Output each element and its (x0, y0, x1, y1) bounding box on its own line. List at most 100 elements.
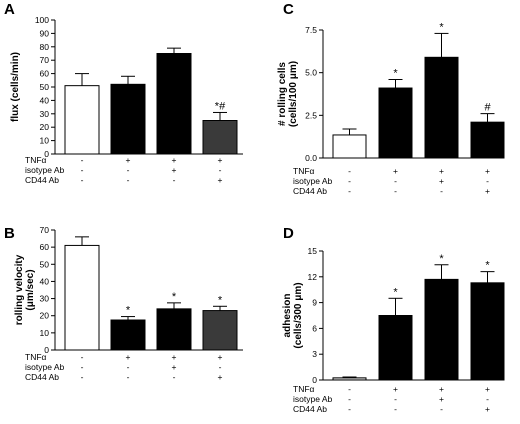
y-axis-label-line: adhesion (282, 294, 293, 338)
condition-label: TNFα (293, 384, 315, 394)
condition-mark: - (394, 186, 397, 196)
condition-mark: - (127, 372, 130, 382)
y-tick-label: 50 (40, 259, 50, 269)
condition-mark: - (81, 165, 84, 175)
condition-mark: - (81, 372, 84, 382)
significance-label: *# (215, 100, 226, 112)
y-axis-label: adhesion(cells/300 μm) (282, 282, 304, 348)
condition-mark: - (173, 175, 176, 185)
condition-mark: - (127, 175, 130, 185)
bar (110, 319, 146, 351)
y-tick-label: 0.0 (305, 153, 317, 163)
y-tick-label: 40 (40, 276, 50, 286)
y-axis-label-line: (cells/300 μm) (293, 282, 304, 348)
y-tick-label: 20 (40, 122, 50, 132)
significance-label: # (484, 102, 491, 114)
bar (110, 83, 146, 155)
y-tick-label: 60 (40, 242, 50, 252)
condition-label: TNFα (293, 166, 315, 176)
condition-mark: + (126, 155, 131, 165)
y-tick-label: 15 (308, 246, 318, 256)
y-axis-label-line: (cells/100 μm) (288, 61, 299, 127)
condition-label: TNFα (25, 155, 47, 165)
y-tick-label: 0 (44, 345, 49, 355)
condition-mark: - (81, 175, 84, 185)
condition-mark: - (348, 404, 351, 414)
condition-mark: + (439, 394, 444, 404)
significance-label: * (393, 67, 398, 79)
condition-mark: + (172, 155, 177, 165)
condition-mark: + (393, 166, 398, 176)
condition-label: isotype Ab (25, 362, 64, 372)
y-axis-label-line: rolling velocity (14, 254, 25, 325)
bar (424, 278, 459, 381)
panel-c: C # rolling cells(cells/100 μm) 0.0 2.5 5.0 7… (277, 1, 505, 196)
condition-mark: + (439, 176, 444, 186)
condition-mark: - (486, 176, 489, 186)
condition-mark: - (394, 394, 397, 404)
condition-label: CD44 Ab (25, 175, 59, 185)
condition-label: CD44 Ab (293, 186, 327, 196)
condition-mark: - (440, 404, 443, 414)
condition-label: CD44 Ab (25, 372, 59, 382)
y-axis-label-line: (μm/sec) (25, 269, 36, 310)
condition-mark: - (219, 362, 222, 372)
y-tick-label: 12 (308, 272, 318, 282)
significance-label: * (393, 286, 398, 298)
y-tick-label: 50 (40, 82, 50, 92)
panel-letter: B (4, 225, 15, 242)
condition-mark: + (218, 175, 223, 185)
y-tick-label: 2.5 (305, 110, 317, 120)
panel-letter: A (4, 1, 15, 18)
y-tick-label: 70 (40, 225, 50, 235)
bar (202, 310, 238, 351)
y-axis-label: rolling velocity(μm/sec) (14, 254, 36, 325)
panel-letter: C (283, 1, 294, 18)
condition-label: isotype Ab (293, 176, 332, 186)
y-tick-label: 30 (40, 294, 50, 304)
condition-mark: - (173, 372, 176, 382)
y-tick-label: 5.0 (305, 68, 317, 78)
condition-mark: - (81, 362, 84, 372)
significance-label: * (485, 260, 490, 272)
y-tick-label: 0 (312, 375, 317, 385)
condition-mark: - (394, 176, 397, 186)
bar (156, 308, 192, 351)
condition-mark: - (348, 394, 351, 404)
condition-mark: + (485, 186, 490, 196)
condition-mark: - (348, 176, 351, 186)
y-tick-label: 9 (312, 298, 317, 308)
bar (156, 53, 192, 155)
y-tick-label: 80 (40, 42, 50, 52)
y-tick-label: 3 (312, 349, 317, 359)
panel-letter: D (283, 225, 294, 242)
condition-mark: - (440, 186, 443, 196)
condition-mark: + (485, 384, 490, 394)
bar (64, 244, 100, 351)
condition-mark: - (348, 186, 351, 196)
y-tick-label: 7.5 (305, 25, 317, 35)
condition-mark: - (348, 166, 351, 176)
condition-mark: + (218, 352, 223, 362)
condition-mark: - (348, 384, 351, 394)
y-tick-label: 0 (44, 149, 49, 159)
condition-mark: + (218, 372, 223, 382)
condition-mark: - (81, 155, 84, 165)
condition-mark: - (81, 352, 84, 362)
condition-mark: + (126, 352, 131, 362)
condition-mark: + (439, 384, 444, 394)
bar (470, 282, 505, 381)
y-axis-label: # rolling cells(cells/100 μm) (277, 61, 299, 127)
y-tick-label: 60 (40, 69, 50, 79)
y-tick-label: 10 (40, 136, 50, 146)
condition-label: TNFα (25, 352, 47, 362)
y-tick-label: 6 (312, 323, 317, 333)
bar (332, 134, 367, 159)
y-axis-label-line: # rolling cells (277, 62, 288, 126)
condition-mark: - (219, 165, 222, 175)
bar (378, 87, 413, 159)
condition-label: isotype Ab (293, 394, 332, 404)
bar (202, 120, 238, 155)
